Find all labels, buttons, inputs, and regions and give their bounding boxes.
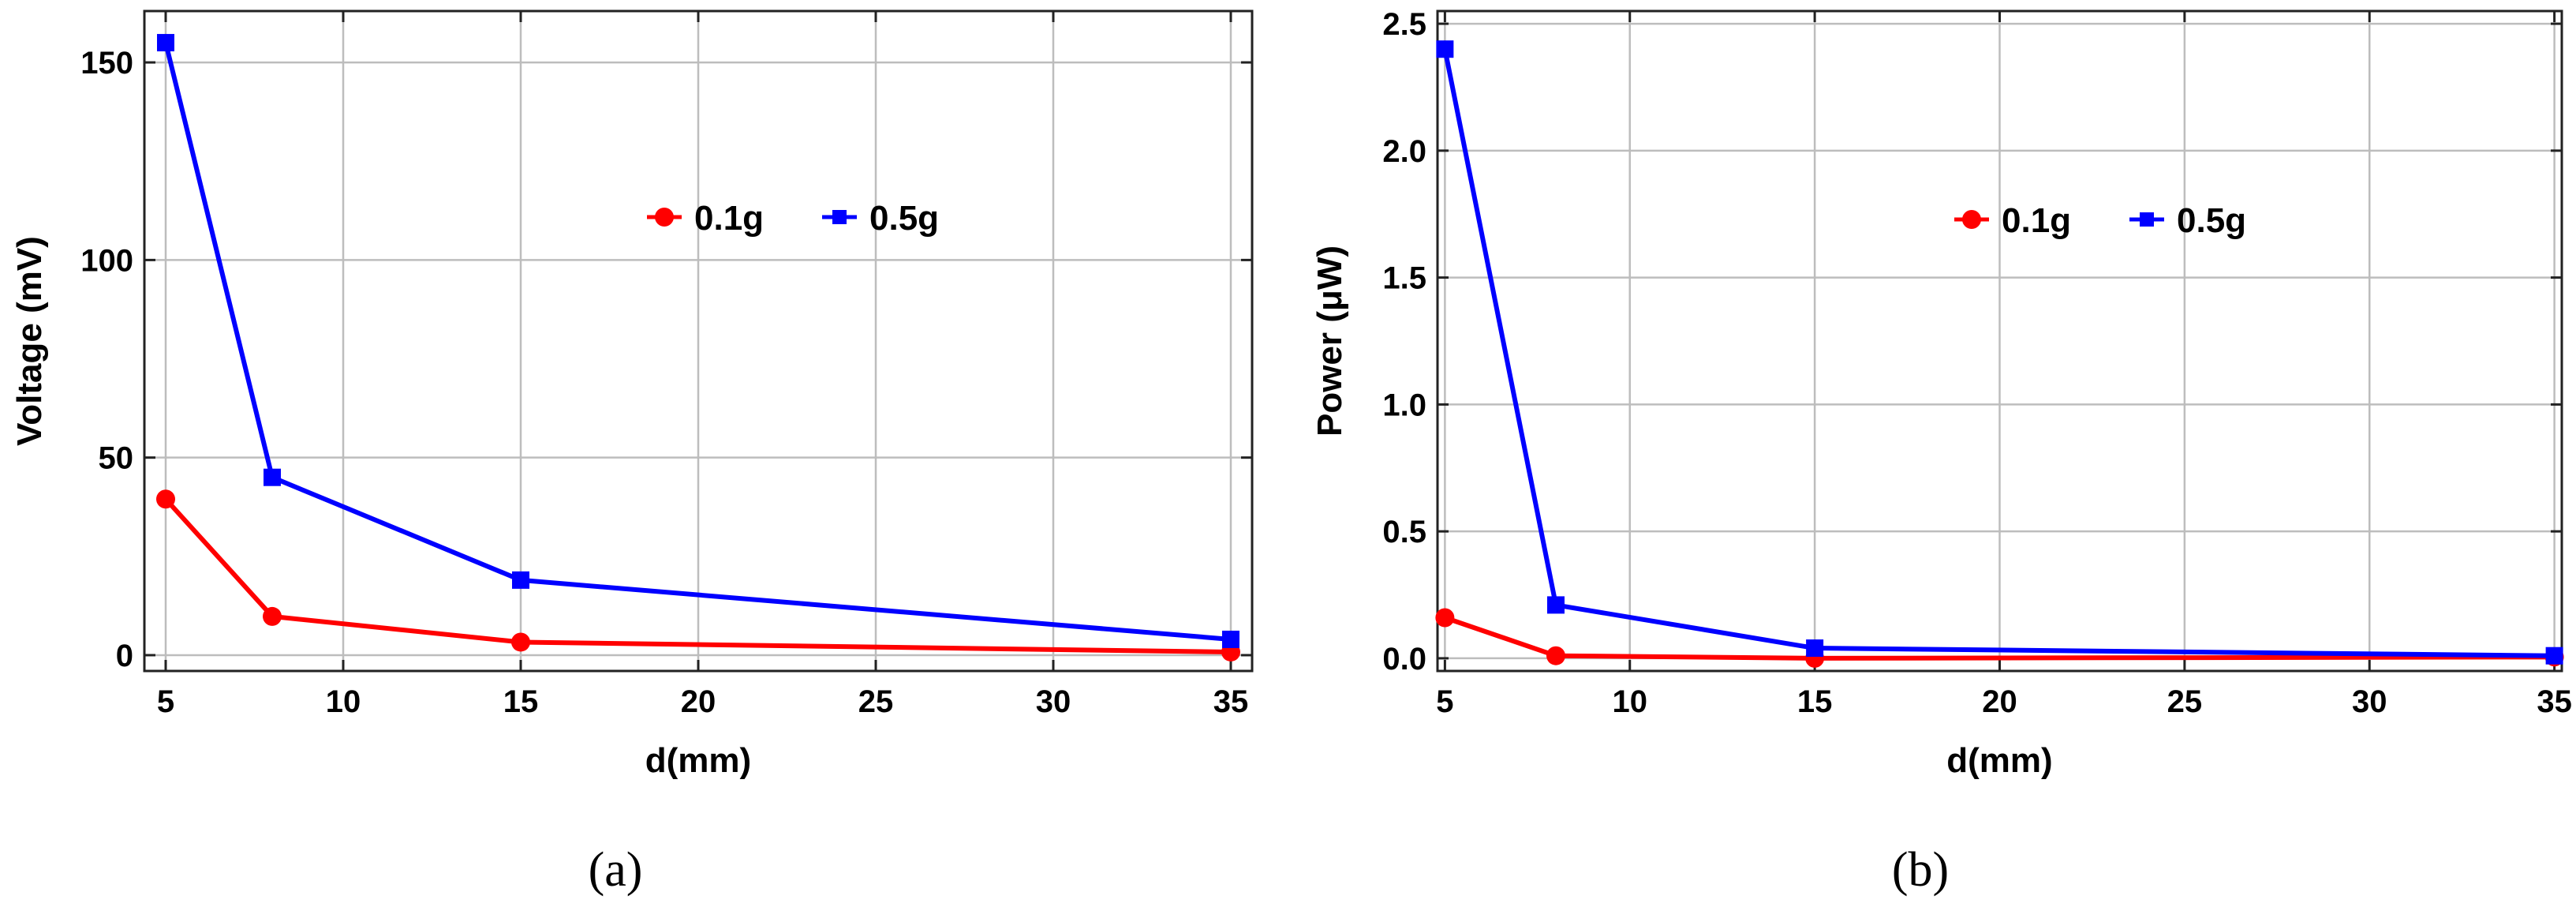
y-axis-label: Power (μW) — [1310, 245, 1349, 437]
data-point — [1806, 639, 1824, 658]
data-point — [1435, 608, 1455, 628]
data-point — [157, 34, 174, 52]
y-tick-label: 150 — [80, 46, 133, 81]
series-0.5g — [1436, 40, 2563, 665]
x-axis-label: d(mm) — [1946, 741, 2052, 780]
data-point — [1436, 40, 1454, 58]
legend-marker — [2140, 212, 2154, 227]
legend-marker — [832, 210, 847, 224]
legend-label: 0.1g — [2002, 201, 2071, 240]
legend-label: 0.5g — [869, 199, 939, 238]
y-tick-label: 100 — [80, 243, 133, 278]
x-tick-label: 35 — [2537, 684, 2572, 719]
data-point — [264, 468, 281, 486]
panel-caption: (a) — [589, 843, 643, 897]
x-tick-label: 25 — [858, 684, 894, 719]
x-tick-label: 20 — [1982, 684, 2017, 719]
series-line — [1442, 48, 2555, 658]
legend: 0.1g 0.5g — [1954, 201, 2246, 240]
x-tick-label: 5 — [157, 684, 174, 719]
series-line — [163, 497, 1232, 654]
chart-panel-b: 5 10 15 20 25 30 35 0.0 0.5 1.0 1.5 2.0 2.5 d(mm) Powe… — [1310, 7, 2572, 897]
data-point — [1547, 596, 1565, 614]
x-tick-label: 30 — [1036, 684, 1071, 719]
chart-panel-a: 5 10 15 20 25 30 35 0 50 100 150 d(mm) Voltage (mV) 0… — [10, 9, 1254, 897]
y-tick-label: 1.5 — [1382, 261, 1426, 296]
series-line — [1444, 615, 2555, 661]
x-tick-label: 30 — [2352, 684, 2387, 719]
x-tick-label: 25 — [2167, 684, 2203, 719]
x-tick-label: 35 — [1213, 684, 1249, 719]
y-tick-label: 50 — [99, 441, 134, 476]
x-axis-label: d(mm) — [645, 741, 751, 780]
y-tick-label: 2.5 — [1382, 7, 1426, 42]
series-line — [163, 42, 1232, 642]
legend: 0.1g 0.5g — [647, 199, 939, 238]
data-point — [1222, 630, 1239, 648]
x-tick-label: 15 — [503, 684, 539, 719]
x-tick-label: 15 — [1797, 684, 1833, 719]
y-tick-label: 1.0 — [1382, 388, 1426, 422]
x-tick-label: 5 — [1436, 684, 1453, 719]
data-point — [1546, 646, 1565, 665]
series-0.5g — [157, 34, 1239, 648]
data-point — [511, 632, 530, 652]
x-tick-label: 10 — [326, 684, 361, 719]
data-point — [263, 606, 282, 626]
y-tick-label: 0 — [116, 639, 133, 673]
x-tick-label: 10 — [1613, 684, 1648, 719]
data-point — [2545, 647, 2563, 665]
y-tick-label: 0.5 — [1382, 515, 1426, 549]
legend-label: 0.1g — [694, 199, 764, 238]
legend-label: 0.5g — [2177, 201, 2246, 240]
y-tick-label: 2.0 — [1382, 134, 1426, 169]
panel-caption: (b) — [1892, 843, 1949, 897]
y-tick-label: 0.0 — [1382, 642, 1426, 677]
legend-marker — [655, 208, 674, 227]
x-tick-label: 20 — [681, 684, 716, 719]
data-point — [512, 571, 529, 589]
legend-marker — [1962, 210, 1981, 229]
data-point — [156, 489, 175, 509]
y-axis-label: Voltage (mV) — [10, 236, 49, 446]
